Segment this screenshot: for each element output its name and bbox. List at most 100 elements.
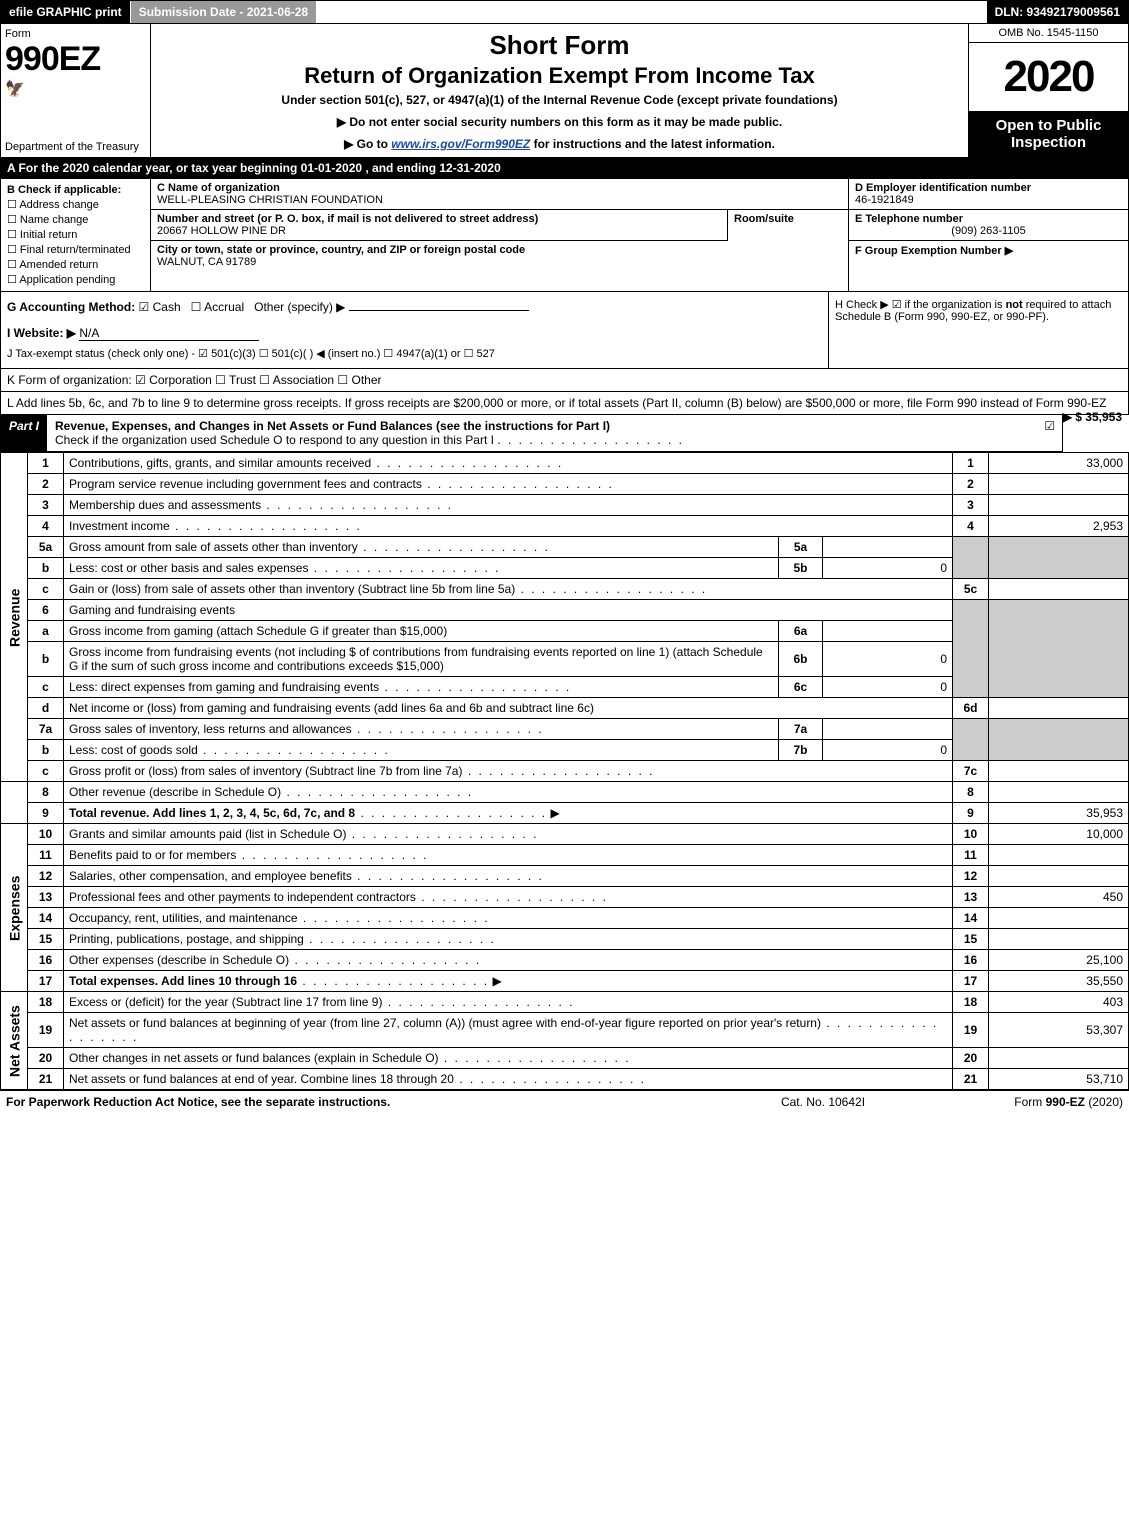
line-amount: 53,710 bbox=[989, 1069, 1129, 1090]
dots bbox=[289, 953, 481, 967]
line-num: c bbox=[28, 677, 64, 698]
e-label: E Telephone number bbox=[855, 213, 1122, 225]
d-label: D Employer identification number bbox=[855, 182, 1122, 194]
chk-address-change[interactable]: Address change bbox=[7, 197, 144, 212]
dots bbox=[236, 848, 428, 862]
sub-amount: 0 bbox=[823, 677, 953, 698]
sub-amount: 0 bbox=[823, 558, 953, 579]
table-row: 6 Gaming and fundraising events bbox=[1, 600, 1129, 621]
f-label: F Group Exemption Number ▶ bbox=[855, 245, 1013, 257]
dots bbox=[382, 995, 574, 1009]
table-row: 3 Membership dues and assessments 3 bbox=[1, 495, 1129, 516]
line-num: 2 bbox=[28, 474, 64, 495]
line-rnum: 5c bbox=[953, 579, 989, 600]
line-desc: Gross income from fundraising events (no… bbox=[64, 642, 779, 677]
line-num: 8 bbox=[28, 782, 64, 803]
line-desc: Less: direct expenses from gaming and fu… bbox=[69, 680, 379, 694]
dots bbox=[298, 911, 490, 925]
line-amount bbox=[989, 579, 1129, 600]
line-rnum: 3 bbox=[953, 495, 989, 516]
line-desc: Net assets or fund balances at end of ye… bbox=[69, 1072, 454, 1086]
sub-num: 5a bbox=[779, 537, 823, 558]
dots bbox=[439, 1051, 631, 1065]
dots bbox=[515, 582, 707, 596]
line-rnum: 6d bbox=[953, 698, 989, 719]
line-num: 21 bbox=[28, 1069, 64, 1090]
goto-suffix: for instructions and the latest informat… bbox=[534, 137, 775, 151]
dots bbox=[304, 932, 496, 946]
dots bbox=[198, 743, 390, 757]
efile-print-button[interactable]: efile GRAPHIC print bbox=[1, 1, 131, 23]
table-row: Expenses 10 Grants and similar amounts p… bbox=[1, 824, 1129, 845]
form-word: Form bbox=[5, 28, 146, 40]
part1-checkbox[interactable]: ☑ bbox=[1038, 415, 1062, 451]
topbar-spacer bbox=[317, 1, 986, 23]
g-accrual[interactable]: Accrual bbox=[191, 300, 244, 314]
h-block: H Check ▶ ☑ if the organization is not r… bbox=[828, 292, 1128, 368]
irs-link[interactable]: www.irs.gov/Form990EZ bbox=[391, 137, 530, 151]
chk-initial-return[interactable]: Initial return bbox=[7, 227, 144, 242]
dots bbox=[358, 540, 550, 554]
sub-num: 6b bbox=[779, 642, 823, 677]
arrow-icon: ▶ bbox=[492, 974, 501, 988]
ein-cell: D Employer identification number 46-1921… bbox=[849, 179, 1128, 210]
department-label: Department of the Treasury bbox=[5, 141, 146, 153]
line-rnum: 7c bbox=[953, 761, 989, 782]
line-amount: 2,953 bbox=[989, 516, 1129, 537]
sub-amount: 0 bbox=[823, 642, 953, 677]
c-block: C Name of organization WELL-PLEASING CHR… bbox=[151, 179, 848, 291]
chk-final-return[interactable]: Final return/terminated bbox=[7, 242, 144, 257]
line-num: 3 bbox=[28, 495, 64, 516]
form-number: 990EZ bbox=[5, 40, 146, 79]
line-amount: 10,000 bbox=[989, 824, 1129, 845]
line-rnum: 19 bbox=[953, 1013, 989, 1048]
line-desc: Other changes in net assets or fund bala… bbox=[69, 1051, 439, 1065]
dots bbox=[308, 561, 500, 575]
line-rnum: 18 bbox=[953, 992, 989, 1013]
room-label: Room/suite bbox=[734, 213, 842, 225]
line-amount bbox=[989, 845, 1129, 866]
table-row: c Gain or (loss) from sale of assets oth… bbox=[1, 579, 1129, 600]
table-row: 4 Investment income 4 2,953 bbox=[1, 516, 1129, 537]
line-desc: Excess or (deficit) for the year (Subtra… bbox=[69, 995, 382, 1009]
header-center: Short Form Return of Organization Exempt… bbox=[151, 24, 968, 157]
org-name: WELL-PLEASING CHRISTIAN FOUNDATION bbox=[157, 194, 842, 206]
g-other-blank[interactable] bbox=[349, 310, 529, 311]
footer-form-num: 990-EZ bbox=[1046, 1095, 1085, 1109]
part1-label: Part I bbox=[1, 415, 47, 451]
g-cash[interactable]: Cash bbox=[139, 300, 181, 314]
line-desc: Total expenses. Add lines 10 through 16 bbox=[69, 974, 297, 988]
line-num: b bbox=[28, 740, 64, 761]
submission-date-button[interactable]: Submission Date - 2021-06-28 bbox=[131, 1, 317, 23]
chk-name-change[interactable]: Name change bbox=[7, 212, 144, 227]
line-desc: Gross profit or (loss) from sales of inv… bbox=[69, 764, 462, 778]
line-amount: 25,100 bbox=[989, 950, 1129, 971]
city-cell: City or town, state or province, country… bbox=[151, 241, 848, 271]
chk-amended-return[interactable]: Amended return bbox=[7, 257, 144, 272]
line-num: 9 bbox=[28, 803, 64, 824]
line-desc: Program service revenue including govern… bbox=[69, 477, 422, 491]
table-row: 20 Other changes in net assets or fund b… bbox=[1, 1048, 1129, 1069]
street-cell: Number and street (or P. O. box, if mail… bbox=[151, 210, 728, 241]
table-row: d Net income or (loss) from gaming and f… bbox=[1, 698, 1129, 719]
sub-num: 6a bbox=[779, 621, 823, 642]
line-rnum: 21 bbox=[953, 1069, 989, 1090]
footer-right-prefix: Form bbox=[1014, 1095, 1045, 1109]
dots bbox=[170, 519, 362, 533]
line-rnum: 4 bbox=[953, 516, 989, 537]
tax-year: 2020 bbox=[969, 43, 1128, 111]
sub-amount bbox=[823, 719, 953, 740]
i-line: I Website: ▶ N/A bbox=[7, 326, 822, 341]
g-i-j-left: G Accounting Method: Cash Accrual Other … bbox=[1, 292, 828, 368]
chk-application-pending[interactable]: Application pending bbox=[7, 272, 144, 287]
city-label: City or town, state or province, country… bbox=[157, 244, 842, 256]
h-not: not bbox=[1006, 299, 1023, 311]
dots bbox=[261, 498, 453, 512]
line-desc: Professional fees and other payments to … bbox=[69, 890, 416, 904]
g-other[interactable]: Other (specify) ▶ bbox=[254, 300, 345, 314]
ein-value: 46-1921849 bbox=[855, 194, 1122, 206]
phone-value: (909) 263-1105 bbox=[855, 225, 1122, 237]
g-label: G Accounting Method: bbox=[7, 300, 139, 314]
line-rnum: 13 bbox=[953, 887, 989, 908]
line-num: c bbox=[28, 579, 64, 600]
